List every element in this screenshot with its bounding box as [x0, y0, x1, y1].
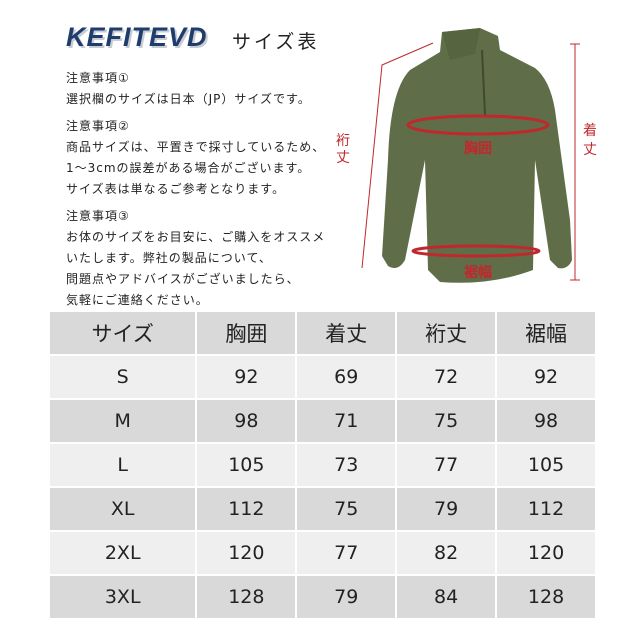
table-cell: 98 — [497, 400, 595, 442]
note-line: 商品サイズは、平置きで採寸しているため、 — [66, 140, 326, 154]
measure-lines — [361, 42, 580, 281]
note-block: 注意事項③ お体のサイズをお目安に、ご購入をオススメ いたします。弊社の製品について… — [66, 206, 356, 311]
label-length: 着 — [583, 123, 597, 139]
column-header: 着丈 — [297, 312, 396, 354]
note-line: いたします。弊社の製品について、 — [66, 251, 272, 265]
table-cell: XL — [50, 488, 196, 530]
column-header: 裄丈 — [397, 312, 496, 354]
note-block: 注意事項① 選択欄のサイズは日本（JP）サイズです。 — [66, 68, 356, 110]
note-block: 注意事項② 商品サイズは、平置きで採寸しているため、 1～3cmの誤差がある場合がご… — [66, 116, 356, 200]
table-cell: S — [50, 356, 196, 398]
table-cell: 98 — [197, 400, 296, 442]
shirt-image — [382, 28, 572, 283]
table-cell: 82 — [397, 532, 496, 574]
table-cell: 105 — [497, 444, 595, 486]
table-cell: 79 — [397, 488, 496, 530]
table-row: S 92 69 72 92 — [50, 356, 595, 398]
label-hem: 裾幅 — [464, 264, 492, 281]
table-cell: 73 — [297, 444, 396, 486]
label-sleeve-2: 丈 — [336, 150, 350, 166]
note-line: 問題点やアドバイスがございましたら、 — [66, 272, 300, 286]
table-cell: 120 — [497, 532, 595, 574]
size-table: サイズ 胸囲 着丈 裄丈 裾幅 S 92 69 72 92 M 98 71 75 98 L 105 73 77 105… — [48, 310, 597, 620]
note-title: 注意事項③ — [66, 209, 130, 223]
table-cell: 112 — [497, 488, 595, 530]
table-cell: 71 — [297, 400, 396, 442]
table-cell: 92 — [197, 356, 296, 398]
table-cell: 69 — [297, 356, 396, 398]
table-cell: 75 — [297, 488, 396, 530]
table-cell: 75 — [397, 400, 496, 442]
table-header-row: サイズ 胸囲 着丈 裄丈 裾幅 — [50, 312, 595, 354]
note-title: 注意事項① — [66, 71, 130, 85]
note-line: 気軽にご連絡ください。 — [66, 293, 209, 307]
note-line: 選択欄のサイズは日本（JP）サイズです。 — [66, 92, 311, 106]
table-cell: 112 — [197, 488, 296, 530]
table-cell: 3XL — [50, 576, 196, 618]
column-header: サイズ — [50, 312, 196, 354]
table-row: 3XL 128 79 84 128 — [50, 576, 595, 618]
table-cell: 128 — [497, 576, 595, 618]
table-cell: 84 — [397, 576, 496, 618]
note-line: 1～3cmの誤差がある場合がございます。 — [66, 161, 311, 175]
note-line: サイズ表は単なるご参考となります。 — [66, 182, 286, 196]
table-row: L 105 73 77 105 — [50, 444, 595, 486]
table-cell: M — [50, 400, 196, 442]
table-cell: L — [50, 444, 196, 486]
table-cell: 128 — [197, 576, 296, 618]
table-row: M 98 71 75 98 — [50, 400, 595, 442]
table-cell: 105 — [197, 444, 296, 486]
column-header: 裾幅 — [497, 312, 595, 354]
table-cell: 77 — [397, 444, 496, 486]
table-row: XL 112 75 79 112 — [50, 488, 595, 530]
table-cell: 77 — [297, 532, 396, 574]
note-line: お体のサイズをお目安に、ご購入をオススメ — [66, 230, 326, 244]
table-row: 2XL 120 77 82 120 — [50, 532, 595, 574]
brand-logo: KEFITEVD — [66, 22, 208, 52]
table-cell: 2XL — [50, 532, 196, 574]
notes: 注意事項① 選択欄のサイズは日本（JP）サイズです。 注意事項② 商品サイズは、平置き… — [66, 64, 356, 317]
label-sleeve: 裄 — [336, 133, 350, 149]
column-header: 胸囲 — [197, 312, 296, 354]
table-cell: 79 — [297, 576, 396, 618]
note-title: 注意事項② — [66, 119, 130, 133]
table-cell: 120 — [197, 532, 296, 574]
label-chest: 胸囲 — [464, 140, 492, 157]
table-cell: 72 — [397, 356, 496, 398]
label-length-2: 丈 — [583, 142, 597, 158]
page-title: サイズ表 — [232, 31, 320, 53]
shirt-diagram: 裄 丈 着 丈 胸囲 裾幅 — [336, 28, 597, 283]
table-cell: 92 — [497, 356, 595, 398]
